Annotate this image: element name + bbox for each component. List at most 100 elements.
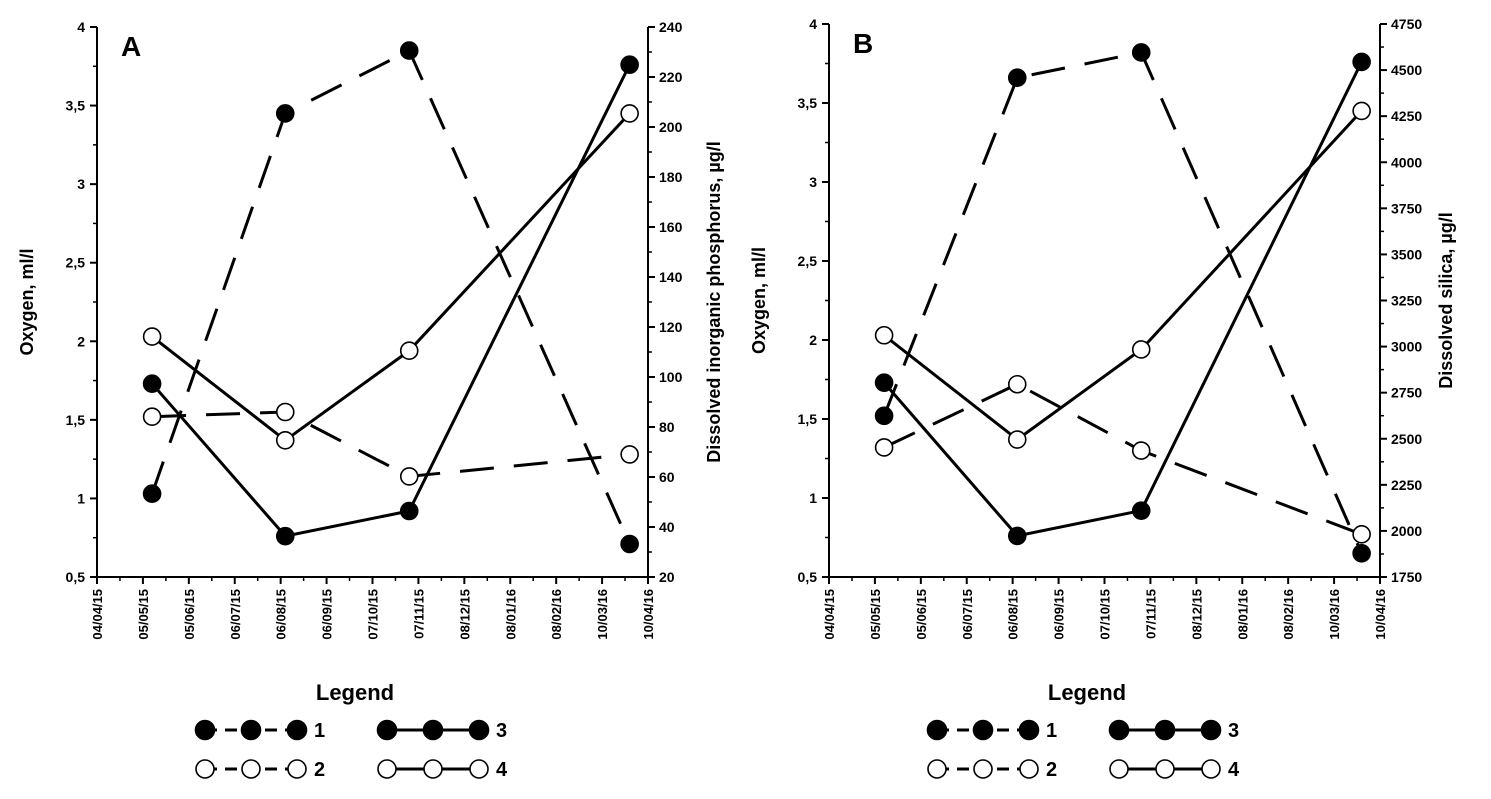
- series-3: [874, 52, 1371, 546]
- y-tick-label-left: 0,5: [66, 569, 86, 585]
- y-tick-label-right: 2750: [1391, 385, 1422, 401]
- x-tick-label: 06/09/15: [320, 589, 335, 640]
- y-tick-label-left: 3,5: [798, 95, 818, 111]
- y-tick-label-left: 2: [809, 332, 817, 348]
- y-tick-label-right: 3250: [1391, 293, 1422, 309]
- legend-marker: [1018, 719, 1040, 741]
- x-tick-label: 06/09/15: [1052, 589, 1067, 640]
- y-tick-label-right: 4000: [1391, 154, 1422, 170]
- y-tick-label-right: 200: [659, 119, 683, 135]
- x-tick-label: 04/04/15: [822, 589, 837, 640]
- series-line-3: [150, 64, 631, 538]
- chart-panel-a: 4 3,5 3 2,5 2 1,5 1 0,5 240 220 200 180 160 140 120 100…: [17, 19, 724, 640]
- y-tick-label-right: 2000: [1391, 523, 1422, 539]
- legend-item-1: 1: [926, 719, 1057, 742]
- x-tick-label: 08/02/16: [549, 589, 564, 640]
- x-tick-label: 08/12/15: [457, 589, 472, 640]
- series-line-4: [151, 112, 631, 443]
- x-tick-label: 06/08/15: [1006, 589, 1021, 640]
- legend-marker: [376, 719, 398, 741]
- data-point-series-2: [874, 438, 894, 457]
- legend-label: 1: [1046, 720, 1057, 742]
- legend-label: 3: [496, 720, 507, 742]
- y-tick-label-right: 240: [659, 19, 683, 35]
- legend-marker: [423, 759, 443, 779]
- y-axis-label-left: Oxygen, ml/l: [749, 247, 769, 354]
- x-tick-label: 08/12/15: [1189, 589, 1204, 640]
- data-point-series-2: [1352, 525, 1371, 544]
- data-point-series-1: [142, 484, 162, 504]
- legend-marker: [1108, 719, 1130, 741]
- y-tick-label-left: 3: [77, 176, 85, 192]
- y-tick-label-right: 1750: [1391, 569, 1422, 585]
- series-line-1: [882, 50, 1363, 554]
- x-tick-label: 07/11/15: [1143, 589, 1158, 639]
- y-tick-label-right: 80: [659, 419, 675, 435]
- x-tick-label: 05/05/15: [136, 589, 151, 640]
- legend-marker: [194, 719, 216, 741]
- x-tick-label: 08/01/16: [503, 589, 518, 640]
- series-line-2: [883, 382, 1363, 536]
- data-point-series-1: [1007, 68, 1027, 88]
- y-tick-label-left: 0,5: [798, 569, 818, 585]
- x-tick-label: 06/08/15: [274, 589, 289, 640]
- legend-item-3: 3: [376, 719, 507, 742]
- legend-marker: [195, 759, 215, 779]
- data-point-series-3: [275, 526, 295, 546]
- legend-label: 3: [1228, 720, 1239, 742]
- legend-label: 4: [1228, 759, 1240, 781]
- y-tick-label-left: 1: [77, 490, 85, 506]
- y-tick-label-left: 4: [809, 16, 817, 32]
- x-tick-label: 07/10/15: [366, 589, 381, 640]
- x-tick-label: 10/04/16: [1373, 589, 1388, 640]
- legend-marker: [422, 719, 444, 741]
- data-point-series-2: [275, 402, 295, 422]
- y-tick-label-right: 3750: [1391, 200, 1422, 216]
- legend-marker: [287, 759, 307, 779]
- data-point-series-1: [275, 104, 295, 123]
- legend-b: Legend 1 2 3 4: [926, 680, 1240, 781]
- data-point-series-3: [1131, 501, 1151, 520]
- x-tick-label: 08/01/16: [1235, 589, 1250, 640]
- y-tick-label-right: 4750: [1391, 16, 1422, 32]
- y-tick-label-right: 140: [659, 269, 683, 285]
- data-point-series-3: [1007, 526, 1027, 546]
- data-point-series-4: [874, 325, 894, 345]
- data-point-series-4: [620, 104, 639, 123]
- y-tick-label-right: 60: [659, 469, 675, 485]
- legend-item-4: 4: [1109, 759, 1240, 781]
- x-tick-label: 07/10/15: [1098, 589, 1113, 640]
- legend-marker: [1109, 759, 1129, 779]
- data-point-series-3: [1352, 52, 1371, 72]
- x-tick-label: 10/03/16: [1327, 589, 1342, 640]
- data-point-series-4: [275, 430, 295, 450]
- data-point-series-1: [620, 534, 639, 554]
- legend-marker: [1019, 759, 1039, 779]
- x-tick-label: 07/11/15: [411, 589, 426, 639]
- series-4: [142, 104, 639, 450]
- legend-item-4: 4: [377, 759, 508, 781]
- y-tick-label-right: 4500: [1391, 62, 1422, 78]
- legend-item-2: 2: [195, 759, 325, 781]
- y-tick-label-right: 2250: [1391, 477, 1422, 493]
- y-tick-label-right: 40: [659, 519, 675, 535]
- y-tick-label-right: 160: [659, 219, 683, 235]
- y-tick-label-right: 180: [659, 169, 683, 185]
- series-3: [142, 55, 639, 546]
- y-tick-label-left: 2,5: [798, 253, 818, 269]
- series-4: [874, 101, 1371, 449]
- y-axis-label-left: Oxygen, ml/l: [17, 248, 37, 355]
- legend-title: Legend: [316, 680, 394, 705]
- data-point-series-3: [620, 55, 639, 75]
- y-tick-label-left: 4: [77, 19, 85, 35]
- data-point-series-2: [1007, 374, 1027, 394]
- x-tick-label: 04/04/15: [90, 589, 105, 640]
- y-tick-label-right: 3000: [1391, 339, 1422, 355]
- data-point-series-3: [874, 373, 894, 392]
- legend-item-1: 1: [194, 719, 325, 742]
- legend-item-3: 3: [1108, 719, 1239, 742]
- legend-a: Legend 1 2 3 4: [194, 680, 508, 781]
- y-tick-label-left: 1: [809, 490, 817, 506]
- data-point-series-4: [142, 327, 162, 346]
